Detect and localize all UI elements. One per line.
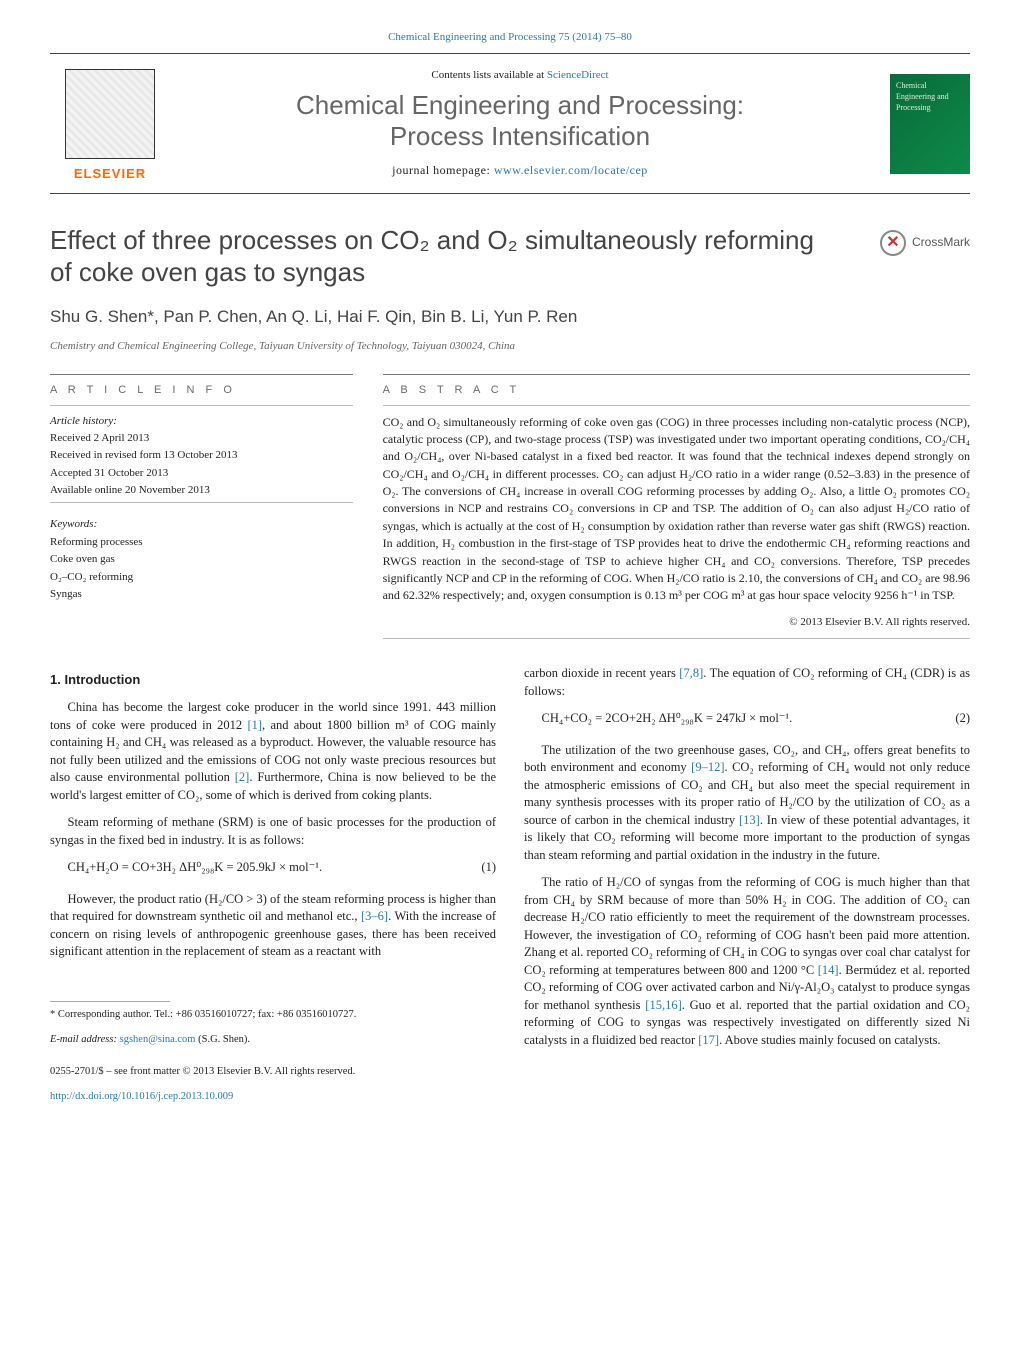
- equation-2-body: CH₄+CO₂ = 2CO+2H₂ ΔH⁰₂₉₈K = 247kJ × mol⁻…: [524, 710, 792, 728]
- authors-line: Shu G. Shen*, Pan P. Chen, An Q. Li, Hai…: [50, 305, 970, 329]
- contents-line: Contents lists available at ScienceDirec…: [180, 68, 860, 83]
- copyright-line: © 2013 Elsevier B.V. All rights reserved…: [383, 615, 970, 630]
- cite-5[interactable]: [9–12]: [691, 760, 724, 774]
- equation-1-num: (1): [481, 859, 496, 877]
- sciencedirect-link[interactable]: ScienceDirect: [547, 69, 609, 81]
- affiliation: Chemistry and Chemical Engineering Colle…: [50, 339, 970, 354]
- keyword: O₂–CO₂ reforming: [50, 570, 353, 585]
- journal-title-line1: Chemical Engineering and Processing:: [296, 90, 744, 120]
- crossmark-label: CrossMark: [912, 235, 970, 250]
- para-6d: . Above studies mainly focused on cataly…: [719, 1033, 941, 1047]
- masthead: ELSEVIER Contents lists available at Sci…: [50, 53, 970, 194]
- authors-text: Shu G. Shen*, Pan P. Chen, An Q. Li, Hai…: [50, 307, 577, 326]
- email-label: E-mail address:: [50, 1034, 120, 1045]
- footnote-rule: [50, 1001, 170, 1002]
- article-info: A R T I C L E I N F O Article history: R…: [50, 374, 353, 639]
- homepage-label: journal homepage:: [392, 163, 494, 177]
- para-1: China has become the largest coke produc…: [50, 699, 496, 804]
- doi-link[interactable]: http://dx.doi.org/10.1016/j.cep.2013.10.…: [50, 1091, 233, 1102]
- cite-3[interactable]: [3–6]: [361, 909, 388, 923]
- keyword: Reforming processes: [50, 535, 353, 550]
- cite-9[interactable]: [17]: [698, 1033, 719, 1047]
- publisher-word: ELSEVIER: [74, 165, 146, 183]
- footnote-block: * Corresponding author. Tel.: +86 035160…: [50, 1001, 496, 1105]
- masthead-right: Chemical Engineering and Processing: [870, 64, 970, 183]
- journal-cover-icon: Chemical Engineering and Processing: [890, 74, 970, 174]
- para-4a: carbon dioxide in recent years: [524, 666, 679, 680]
- issn-line: 0255-2701/$ – see front matter © 2013 El…: [50, 1065, 496, 1080]
- equation-1: CH₄+H₂O = CO+3H₂ ΔH⁰₂₉₈K = 205.9kJ × mol…: [50, 859, 496, 877]
- email-footnote: E-mail address: sgshen@sina.com (S.G. Sh…: [50, 1033, 496, 1048]
- history-line: Accepted 31 October 2013: [50, 466, 353, 481]
- masthead-center: Contents lists available at ScienceDirec…: [170, 64, 870, 183]
- history-line: Received in revised form 13 October 2013: [50, 448, 353, 463]
- crossmark-icon: ✕: [880, 230, 906, 256]
- contents-prefix: Contents lists available at: [431, 69, 546, 81]
- para-6a: The ratio of H₂/CO of syngas from the re…: [524, 875, 970, 977]
- abstract-label: A B S T R A C T: [383, 383, 970, 398]
- equation-2: CH₄+CO₂ = 2CO+2H₂ ΔH⁰₂₉₈K = 247kJ × mol⁻…: [524, 710, 970, 728]
- equation-1-body: CH₄+H₂O = CO+3H₂ ΔH⁰₂₉₈K = 205.9kJ × mol…: [50, 859, 322, 877]
- article-title-text: Effect of three processes on CO₂ and O₂ …: [50, 225, 814, 288]
- para-2: Steam reforming of methane (SRM) is one …: [50, 814, 496, 849]
- info-label: A R T I C L E I N F O: [50, 383, 353, 398]
- para-5: The utilization of the two greenhouse ga…: [524, 742, 970, 865]
- cite-1[interactable]: [1]: [247, 718, 262, 732]
- keyword: Syngas: [50, 587, 353, 602]
- crossmark-badge[interactable]: ✕ CrossMark: [880, 230, 970, 256]
- intro-heading: 1. Introduction: [50, 671, 496, 689]
- email-link[interactable]: sgshen@sina.com: [120, 1034, 196, 1045]
- citation-link[interactable]: Chemical Engineering and Processing 75 (…: [388, 31, 632, 43]
- cite-6[interactable]: [13]: [739, 813, 760, 827]
- homepage-link[interactable]: www.elsevier.com/locate/cep: [494, 163, 648, 177]
- abstract-text: CO₂ and O₂ simultaneously reforming of c…: [383, 414, 970, 605]
- cite-4[interactable]: [7,8]: [679, 666, 703, 680]
- keyword: Coke oven gas: [50, 552, 353, 567]
- keywords-head: Keywords:: [50, 517, 353, 532]
- cite-7[interactable]: [14]: [818, 963, 839, 977]
- corresponding-footnote: * Corresponding author. Tel.: +86 035160…: [50, 1008, 496, 1023]
- email-tail: (S.G. Shen).: [195, 1034, 250, 1045]
- publisher-block: ELSEVIER: [50, 64, 170, 183]
- para-4: carbon dioxide in recent years [7,8]. Th…: [524, 665, 970, 700]
- cite-8[interactable]: [15,16]: [645, 998, 681, 1012]
- elsevier-tree-icon: [65, 69, 155, 159]
- meta-row: A R T I C L E I N F O Article history: R…: [50, 374, 970, 639]
- para-3: However, the product ratio (H₂/CO > 3) o…: [50, 891, 496, 961]
- history-line: Received 2 April 2013: [50, 431, 353, 446]
- history-line: Available online 20 November 2013: [50, 483, 353, 498]
- para-6: The ratio of H₂/CO of syngas from the re…: [524, 874, 970, 1049]
- journal-title-line2: Process Intensification: [390, 121, 650, 151]
- journal-title: Chemical Engineering and Processing: Pro…: [180, 90, 860, 152]
- article-title: Effect of three processes on CO₂ and O₂ …: [50, 224, 970, 289]
- doi-line: http://dx.doi.org/10.1016/j.cep.2013.10.…: [50, 1090, 496, 1105]
- cite-2[interactable]: [2]: [235, 770, 250, 784]
- body-columns: 1. Introduction China has become the lar…: [50, 665, 970, 1104]
- history-head: Article history:: [50, 414, 353, 429]
- equation-2-num: (2): [955, 710, 970, 728]
- homepage-line: journal homepage: www.elsevier.com/locat…: [180, 162, 860, 179]
- citation-line: Chemical Engineering and Processing 75 (…: [50, 30, 970, 45]
- abstract-block: A B S T R A C T CO₂ and O₂ simultaneousl…: [383, 374, 970, 639]
